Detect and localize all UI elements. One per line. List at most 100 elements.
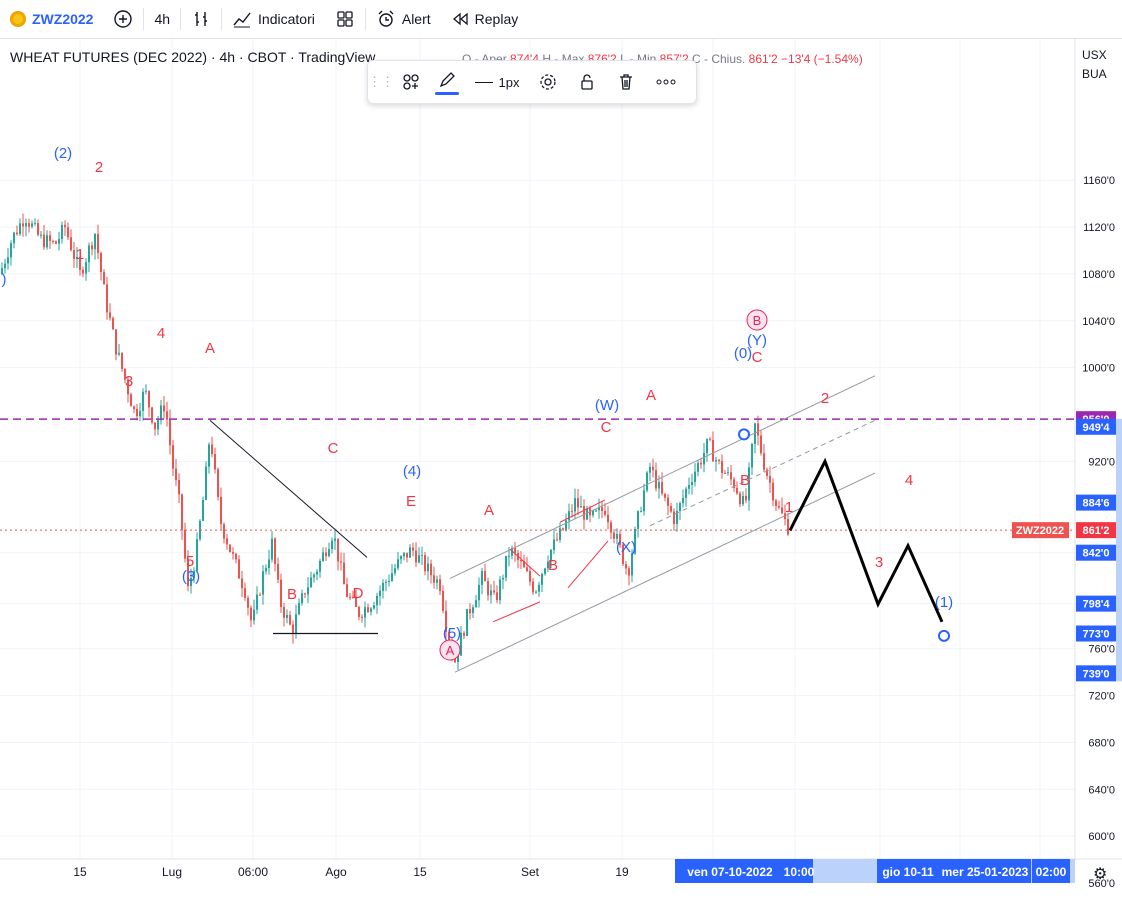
wave-label: A: [205, 340, 215, 357]
wave-marker-circle: [938, 629, 950, 642]
candle-body: [700, 462, 702, 465]
drag-handle[interactable]: ⋮⋮: [368, 74, 394, 89]
compare-button[interactable]: [103, 0, 143, 38]
candle-body: [211, 444, 213, 455]
candle-body: [769, 475, 771, 483]
candle-body: [88, 245, 90, 263]
price-tick-label: 1120'0: [1083, 222, 1115, 234]
candle-body: [304, 593, 306, 595]
candle-body: [529, 571, 531, 582]
candle-body: [574, 498, 576, 512]
candle-body: [331, 540, 333, 550]
candle-body: [325, 552, 327, 557]
candle-body: [412, 547, 414, 551]
candle-body: [136, 408, 138, 417]
candle-body: [526, 567, 528, 572]
candle-body: [100, 252, 102, 273]
time-highlight-label: gio 10-11: [882, 865, 934, 879]
candle-body: [715, 459, 717, 462]
candle-body: [277, 563, 279, 580]
trash-icon: [620, 74, 632, 90]
candle-body: [112, 318, 114, 330]
time-highlight-box: [939, 859, 1031, 883]
timeframe-button[interactable]: 4h: [144, 0, 180, 38]
candle-body: [346, 584, 348, 597]
candle-body: [673, 511, 675, 524]
candle-body: [172, 445, 174, 469]
price-tag-box: [1076, 595, 1116, 612]
time-tick-label: 19: [615, 865, 629, 879]
candle-body: [184, 529, 186, 559]
candle-body: [751, 443, 753, 468]
candle-body: [721, 461, 723, 473]
price-tick-label: 760'0: [1088, 644, 1115, 656]
line-width-button[interactable]: 1px: [466, 61, 528, 103]
template-icon: [403, 74, 419, 90]
candle-body: [430, 563, 432, 576]
channel-mid: [649, 419, 876, 527]
price-tag-label: 842'0: [1082, 548, 1109, 560]
candle-body: [655, 470, 657, 489]
wave-label: 1: [785, 499, 793, 516]
candle-body: [544, 568, 546, 574]
price-tag-label: 739'0: [1082, 668, 1109, 680]
template-button[interactable]: [394, 61, 428, 103]
replay-label: Replay: [474, 11, 519, 27]
toolbar-divider: [221, 8, 223, 30]
currency-selector[interactable]: USX BUA: [1082, 46, 1107, 84]
line-color-button[interactable]: [428, 61, 466, 103]
delete-button[interactable]: [606, 61, 646, 103]
time-highlight-box: [1032, 859, 1070, 883]
wave-label: 2: [95, 159, 103, 176]
candle-body: [274, 538, 276, 564]
price-tag-label: 884'6: [1082, 498, 1109, 510]
circled-label-ring: [439, 639, 461, 661]
alert-button[interactable]: Alert: [366, 0, 441, 38]
symbol-search[interactable]: ZWZ2022: [0, 0, 103, 38]
candle-body: [7, 257, 9, 264]
price-tick-label: 640'0: [1088, 784, 1115, 796]
wheat-logo-icon: [10, 11, 26, 27]
candle-body: [238, 559, 240, 579]
candle-body: [616, 534, 618, 539]
candle-body: [496, 592, 498, 601]
candle-body: [259, 594, 261, 596]
candle-body: [634, 528, 636, 554]
replay-button[interactable]: Replay: [441, 0, 529, 38]
candle-body: [286, 614, 288, 618]
candle-body: [370, 608, 372, 612]
price-tag-box: [1076, 665, 1116, 682]
candle-body: [703, 453, 705, 465]
candle-body: [280, 579, 282, 608]
templates-button[interactable]: [325, 0, 365, 38]
candle-body: [397, 559, 399, 569]
candle-body: [34, 223, 36, 225]
candle-body: [361, 616, 363, 618]
candle-body: [169, 419, 171, 446]
candle-body: [778, 505, 780, 508]
lock-button[interactable]: [568, 61, 606, 103]
candle-body: [775, 500, 777, 506]
candle-body: [157, 420, 159, 430]
indicators-button[interactable]: Indicatori: [222, 0, 325, 38]
symbol-price-tag: [1012, 522, 1069, 539]
candle-body: [511, 547, 513, 556]
chart-settings-gear-icon[interactable]: ⚙: [1093, 866, 1108, 883]
candle-body: [55, 241, 57, 244]
candle-body: [445, 610, 447, 632]
more-button[interactable]: [646, 61, 686, 103]
chart-type-button[interactable]: [181, 0, 221, 38]
candle-body: [121, 352, 123, 369]
candle-body: [610, 522, 612, 533]
wave-marker-circle: [738, 428, 750, 441]
candle-body: [391, 573, 393, 582]
candle-body: [613, 532, 615, 539]
candle-body: [481, 571, 483, 585]
candle-body: [61, 224, 63, 240]
settings-button[interactable]: [528, 61, 568, 103]
candle-body: [232, 551, 234, 554]
candle-body: [109, 312, 111, 319]
price-tag-box: [1076, 418, 1116, 435]
candle-body: [472, 607, 474, 614]
